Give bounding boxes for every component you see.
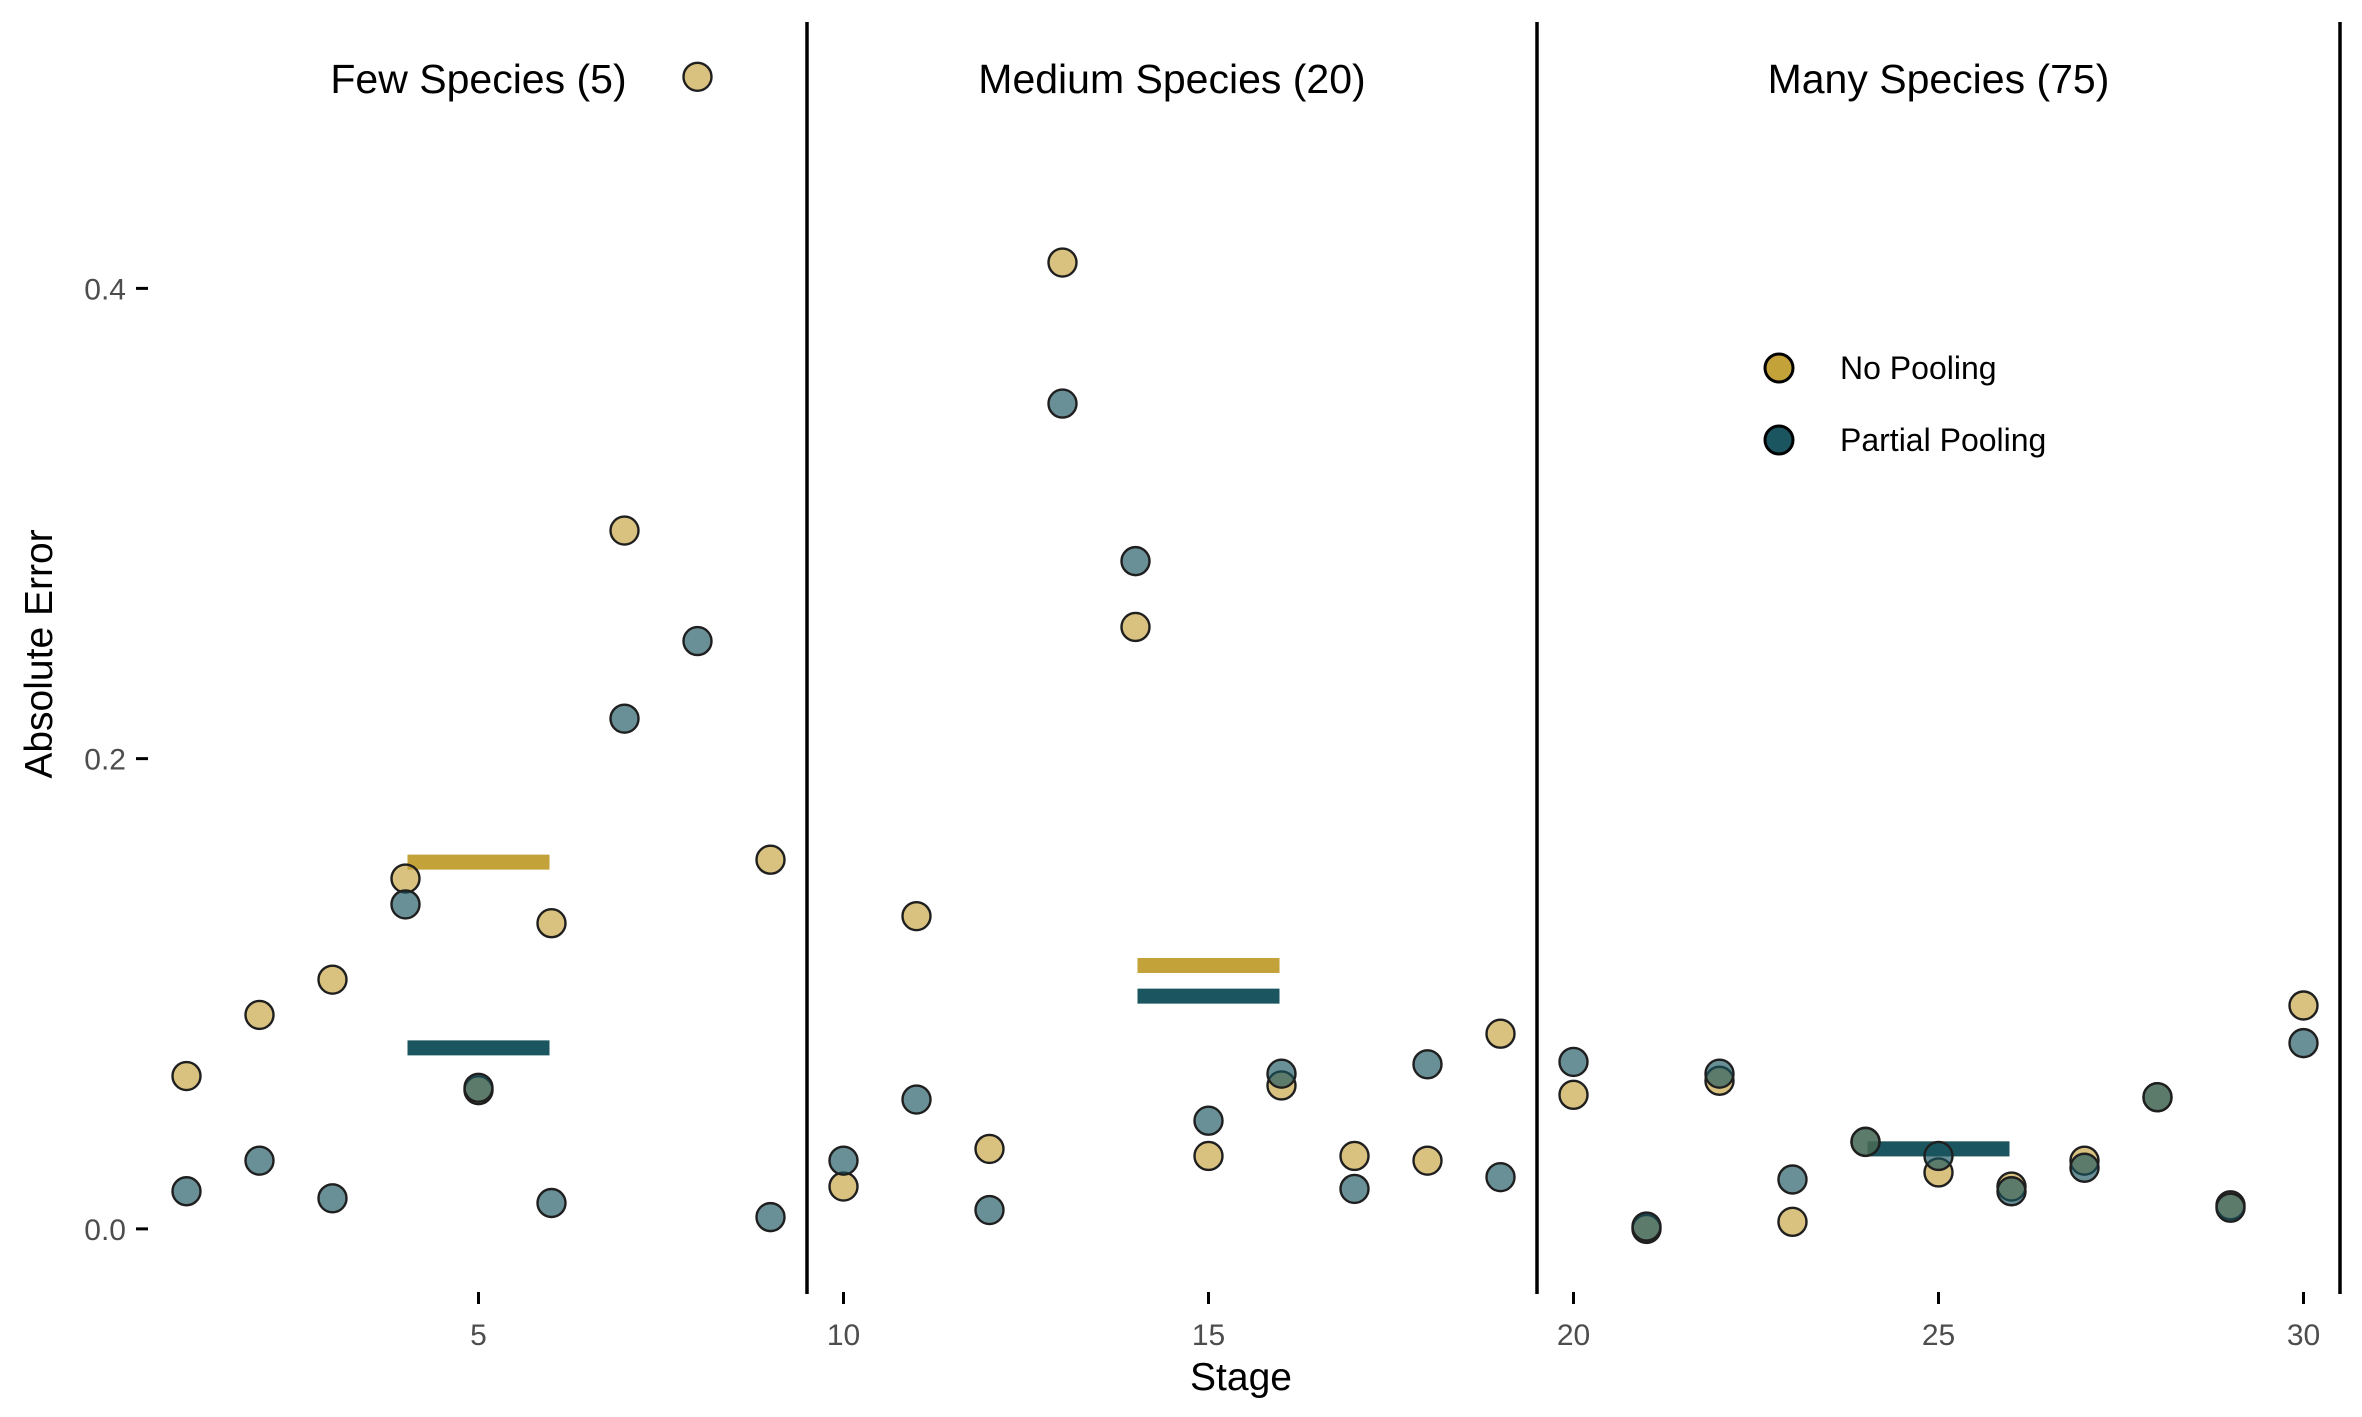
point-partial-pooling — [390, 889, 421, 920]
point-no-pooling — [1339, 1140, 1370, 1172]
point-no-pooling — [755, 844, 786, 875]
point-no-pooling — [682, 61, 713, 92]
point-partial-pooling — [2142, 1082, 2173, 1113]
point-partial-pooling — [1996, 1176, 2027, 1207]
point-no-pooling — [828, 1171, 859, 1202]
point-partial-pooling — [171, 1176, 202, 1207]
point-partial-pooling — [1047, 388, 1078, 419]
point-partial-pooling — [536, 1187, 567, 1219]
point-partial-pooling — [828, 1145, 859, 1176]
point-partial-pooling — [755, 1201, 786, 1233]
point-partial-pooling — [682, 625, 713, 657]
x-tick-label: 30 — [2287, 1319, 2320, 1352]
point-partial-pooling — [2215, 1192, 2246, 1223]
panel-titles: Few Species (5) Medium Species (20) Many S… — [330, 56, 2109, 102]
y-tick-label: 0.4 — [84, 273, 126, 306]
panel-title: Medium Species (20) — [978, 56, 1365, 102]
point-partial-pooling — [1923, 1140, 1954, 1172]
point-partial-pooling — [609, 703, 640, 734]
legend-label: No Pooling — [1840, 350, 1997, 386]
point-partial-pooling — [2288, 1027, 2319, 1059]
x-tick-label: 20 — [1557, 1319, 1590, 1352]
point-partial-pooling — [2069, 1152, 2100, 1183]
x-tick-label: 5 — [470, 1319, 487, 1352]
y-axis-title: Absolute Error — [18, 529, 61, 778]
point-no-pooling — [609, 515, 640, 546]
point-no-pooling — [536, 908, 567, 939]
data-points — [171, 61, 2319, 1245]
legend: No Pooling Partial Pooling — [1763, 350, 2046, 458]
point-no-pooling — [1558, 1079, 1589, 1111]
legend-key-partial-pooling — [1763, 424, 1795, 456]
x-tick-label: 25 — [1922, 1319, 1955, 1352]
point-no-pooling — [1485, 1018, 1516, 1049]
y-tick-label: 0.2 — [84, 744, 126, 777]
point-no-pooling — [1193, 1140, 1224, 1172]
point-no-pooling — [1120, 611, 1151, 643]
point-no-pooling — [974, 1133, 1005, 1165]
legend-label: Partial Pooling — [1840, 422, 2046, 458]
point-partial-pooling — [1558, 1046, 1589, 1078]
point-no-pooling — [1047, 247, 1078, 278]
point-no-pooling — [317, 964, 348, 995]
point-partial-pooling — [1412, 1049, 1443, 1080]
point-partial-pooling — [1266, 1058, 1297, 1089]
point-partial-pooling — [901, 1084, 932, 1115]
point-partial-pooling — [1777, 1164, 1808, 1195]
x-axis-title: Stage — [1190, 1356, 1292, 1399]
panel-title: Few Species (5) — [330, 56, 626, 102]
y-tick-label: 0.0 — [84, 1214, 126, 1247]
point-no-pooling — [2288, 990, 2319, 1021]
point-partial-pooling — [1631, 1211, 1662, 1242]
point-partial-pooling — [1120, 545, 1151, 577]
panel-title: Many Species (75) — [1768, 56, 2110, 102]
point-partial-pooling — [317, 1183, 348, 1214]
x-tick-label: 15 — [1192, 1319, 1225, 1352]
point-no-pooling — [390, 863, 421, 894]
point-no-pooling — [901, 900, 932, 932]
point-partial-pooling — [1485, 1161, 1516, 1193]
point-no-pooling — [1412, 1145, 1443, 1176]
point-partial-pooling — [1850, 1126, 1881, 1158]
point-no-pooling — [171, 1060, 202, 1092]
point-partial-pooling — [1704, 1058, 1735, 1089]
x-axis: 5 10 15 20 25 30 — [470, 1292, 2320, 1352]
x-tick-label: 10 — [827, 1319, 860, 1352]
point-partial-pooling — [1193, 1105, 1224, 1136]
legend-key-no-pooling — [1763, 352, 1795, 384]
point-partial-pooling — [244, 1145, 275, 1176]
point-partial-pooling — [974, 1194, 1005, 1226]
point-no-pooling — [1777, 1206, 1808, 1238]
y-axis: 0.0 0.2 0.4 — [84, 273, 148, 1247]
point-partial-pooling — [1339, 1173, 1370, 1205]
point-no-pooling — [244, 999, 275, 1031]
panel-separators — [805, 22, 2342, 1294]
point-partial-pooling — [463, 1072, 494, 1103]
